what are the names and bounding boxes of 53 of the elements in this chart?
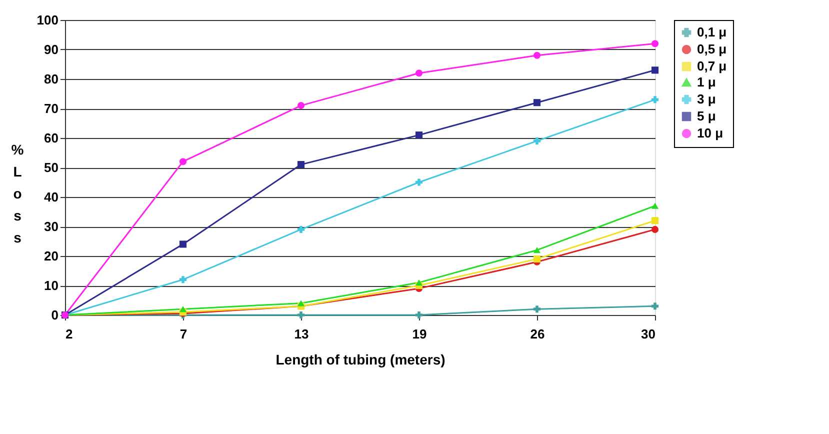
y-tick-label: 10	[44, 278, 58, 293]
point	[651, 202, 659, 209]
y-tick-label: 40	[44, 190, 58, 204]
legend-label: 3 μ	[697, 92, 716, 106]
x-axis-title: Length of tubing (meters)	[276, 352, 446, 368]
point	[297, 102, 305, 110]
point	[297, 311, 305, 319]
y-tick-label: 100	[36, 12, 58, 28]
x-tick-label: 7	[180, 326, 188, 342]
x-tick-label: 2	[66, 326, 73, 342]
point	[179, 276, 187, 284]
point	[415, 311, 423, 319]
point	[533, 306, 541, 313]
point	[297, 226, 305, 233]
y-tick-label: 50	[44, 160, 58, 175]
legend-label: 0,5 μ	[697, 42, 727, 56]
y-tick-label: 20	[44, 248, 58, 264]
x-tick-label: 26	[530, 326, 545, 342]
point	[297, 161, 305, 168]
point	[533, 99, 541, 106]
x-tick-label: 13	[294, 326, 309, 342]
legend-label: 0,7 μ	[697, 58, 727, 74]
point	[651, 302, 659, 310]
x-tick-label: 19	[412, 326, 427, 342]
legend-label: 1 μ	[697, 74, 716, 90]
point	[533, 255, 541, 262]
y-axis-title: % Loss	[11, 142, 24, 246]
point	[415, 178, 423, 186]
point	[651, 96, 659, 104]
point	[415, 70, 423, 77]
point	[533, 137, 541, 144]
legend-label: 5 μ	[697, 108, 716, 124]
y-tick-label: 90	[44, 42, 58, 57]
point	[297, 300, 305, 306]
point	[415, 132, 423, 139]
legend-label: 0,1 μ	[697, 24, 727, 40]
y-tick-label: 60	[44, 130, 58, 146]
point	[533, 52, 541, 59]
point	[651, 40, 659, 48]
y-tick-label: 70	[44, 101, 58, 116]
point	[533, 247, 541, 254]
x-tick-label: 30	[641, 326, 656, 342]
y-tick-label: 80	[44, 72, 58, 86]
point	[651, 66, 659, 74]
legend-label: 10 μ	[697, 126, 724, 140]
point	[651, 217, 659, 224]
point	[415, 279, 423, 286]
y-tick-label: 0	[51, 308, 58, 322]
point	[179, 240, 187, 248]
point	[651, 226, 659, 233]
y-tick-label: 30	[44, 219, 58, 234]
point	[179, 306, 187, 312]
point	[179, 158, 187, 166]
